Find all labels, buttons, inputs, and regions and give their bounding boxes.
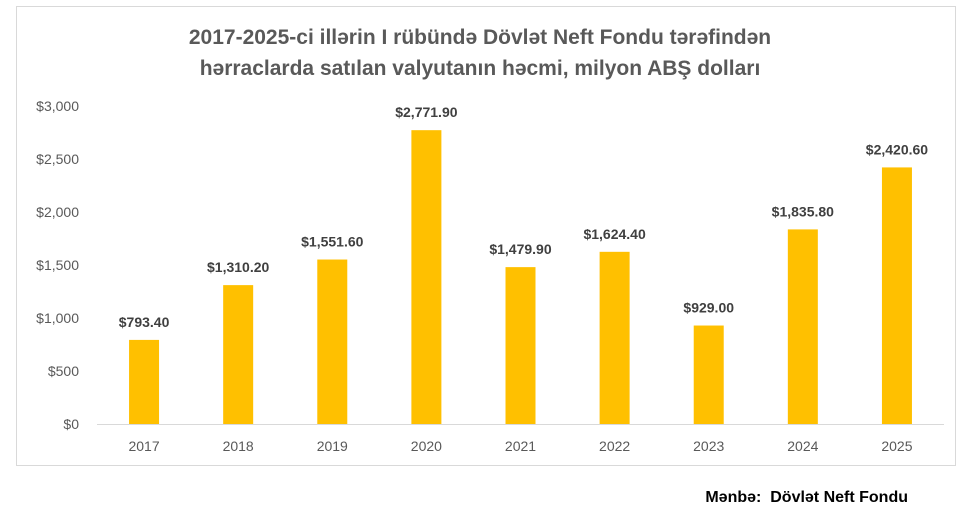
bar bbox=[317, 259, 348, 424]
data-label: $793.40 bbox=[119, 314, 170, 330]
data-label: $2,771.90 bbox=[395, 104, 457, 120]
x-tick-label: 2023 bbox=[693, 438, 724, 454]
bar bbox=[881, 167, 912, 425]
data-label: $1,835.80 bbox=[772, 203, 834, 219]
chart-title-line-2: hərraclarda satılan valyutanın həcmi, mi… bbox=[199, 57, 761, 80]
bar bbox=[787, 229, 818, 424]
chart-title-line-1: 2017-2025-ci illərin I rübündə Dövlət Ne… bbox=[188, 26, 772, 49]
y-tick-label: $0 bbox=[63, 416, 79, 432]
y-tick-label: $2,500 bbox=[36, 151, 79, 167]
data-label: $1,624.40 bbox=[583, 226, 645, 242]
data-label: $1,310.20 bbox=[207, 259, 269, 275]
bar bbox=[223, 285, 254, 424]
x-tick-label: 2024 bbox=[787, 438, 818, 454]
x-tick-label: 2022 bbox=[599, 438, 630, 454]
y-tick-label: $1,500 bbox=[36, 257, 79, 273]
y-tick-label: $500 bbox=[48, 363, 79, 379]
bar bbox=[599, 251, 630, 424]
x-tick-label: 2017 bbox=[128, 438, 159, 454]
bar bbox=[693, 325, 724, 424]
bar bbox=[411, 130, 442, 425]
x-tick-label: 2025 bbox=[881, 438, 912, 454]
y-tick-label: $1,000 bbox=[36, 310, 79, 326]
bar bbox=[129, 339, 160, 424]
data-label: $2,420.60 bbox=[866, 141, 928, 157]
x-tick-label: 2018 bbox=[223, 438, 254, 454]
data-label: $1,551.60 bbox=[301, 234, 363, 250]
data-label: $1,479.90 bbox=[489, 241, 551, 257]
x-tick-label: 2020 bbox=[411, 438, 442, 454]
data-label: $929.00 bbox=[683, 300, 734, 316]
source-note: Mənbə: Dövlət Neft Fondu bbox=[705, 489, 908, 506]
chart-title: 2017-2025-ci illərin I rübündə Dövlət Ne… bbox=[0, 22, 960, 84]
x-tick-label: 2019 bbox=[317, 438, 348, 454]
x-tick-label: 2021 bbox=[505, 438, 536, 454]
y-tick-label: $2,000 bbox=[36, 204, 79, 220]
y-tick-label: $3,000 bbox=[36, 98, 79, 114]
bar bbox=[505, 267, 536, 424]
